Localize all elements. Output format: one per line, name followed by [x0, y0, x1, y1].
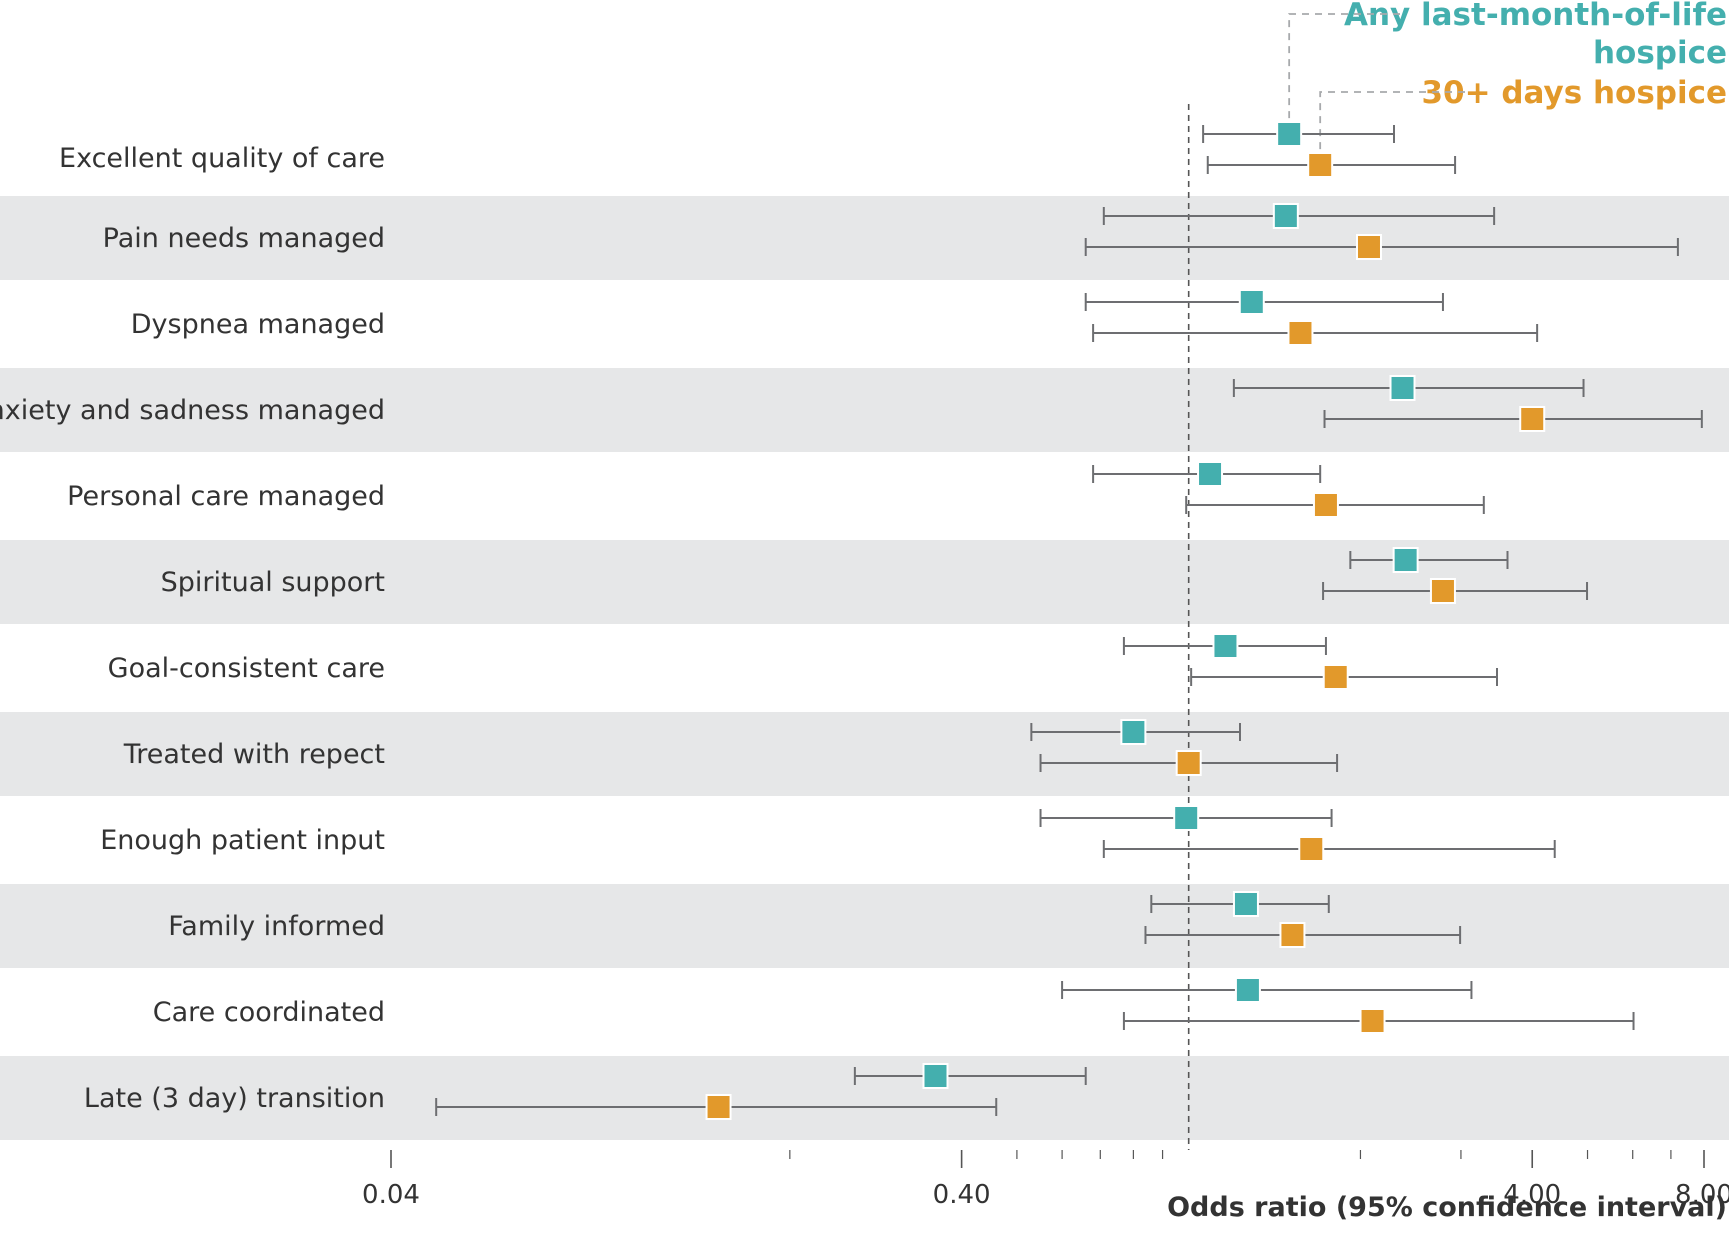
point-estimate-marker [1519, 406, 1546, 432]
row-band [0, 712, 1729, 796]
point-estimate-marker [1429, 578, 1456, 604]
legend: Any last-month-of-life hospice 30+ days ho… [1288, 0, 1727, 153]
row-label: Spiritual support [161, 567, 385, 598]
point-estimate-marker [1272, 203, 1299, 229]
point-estimate-marker [1355, 234, 1382, 260]
tick-label: 0.40 [933, 1180, 991, 1210]
point-estimate-marker [1287, 320, 1314, 346]
row-band [0, 196, 1729, 280]
row-label: Pain needs managed [103, 223, 385, 254]
point-estimate-marker [1307, 152, 1334, 178]
point-estimate-marker [922, 1063, 949, 1089]
row-labels: Excellent quality of care Pain needs mana… [0, 143, 385, 1114]
row-band [0, 884, 1729, 968]
row-bands [0, 196, 1729, 1140]
point-estimate-marker [1175, 750, 1202, 776]
point-estimate-marker [1392, 547, 1419, 573]
point-estimate-marker [1197, 461, 1224, 487]
point-estimate-marker [1173, 805, 1200, 831]
row-label: Treated with repect [123, 739, 385, 770]
point-estimate-marker [1322, 664, 1349, 690]
tick-label: 8.00 [1675, 1180, 1729, 1210]
row-band [0, 1056, 1729, 1140]
row-label: Care coordinated [153, 997, 385, 1028]
point-estimate-marker [1120, 719, 1147, 745]
legend-leader-line [1288, 13, 1400, 122]
row-label: Personal care managed [67, 481, 385, 512]
point-estimate-marker [1232, 891, 1259, 917]
row-label: Enough patient input [100, 825, 385, 856]
row-label: Goal-consistent care [108, 653, 385, 684]
row-label: Late (3 day) transition [84, 1083, 385, 1114]
row-label: Excellent quality of care [59, 143, 385, 174]
point-estimate-marker [1279, 922, 1306, 948]
point-estimate-marker [1212, 633, 1239, 659]
tick-label: 0.04 [362, 1180, 420, 1210]
point-estimate-marker [1276, 121, 1303, 147]
point-estimate-marker [705, 1094, 732, 1120]
row-label: Family informed [168, 911, 385, 942]
row-band [0, 368, 1729, 452]
row-label: Dyspnea managed [131, 309, 385, 340]
row-label: Anxiety and sadness managed [0, 395, 385, 426]
point-estimate-marker [1359, 1008, 1386, 1034]
point-estimate-marker [1312, 492, 1339, 518]
legend-label-any-hospice: Any last-month-of-life hospice [1344, 0, 1727, 71]
tick-label: 4.00 [1503, 1180, 1561, 1210]
legend-leader-line [1319, 91, 1465, 153]
point-estimate-marker [1389, 375, 1416, 401]
legend-label-30-days: 30+ days hospice [1421, 75, 1727, 111]
point-estimate-marker [1238, 289, 1265, 315]
point-estimate-marker [1234, 977, 1261, 1003]
x-axis: 0.04 0.40 4.00 8.00 [362, 1150, 1729, 1210]
data-rows [435, 121, 1703, 1120]
x-axis-title: Odds ratio (95% confidence interval) [1167, 1192, 1727, 1223]
point-estimate-marker [1298, 836, 1325, 862]
